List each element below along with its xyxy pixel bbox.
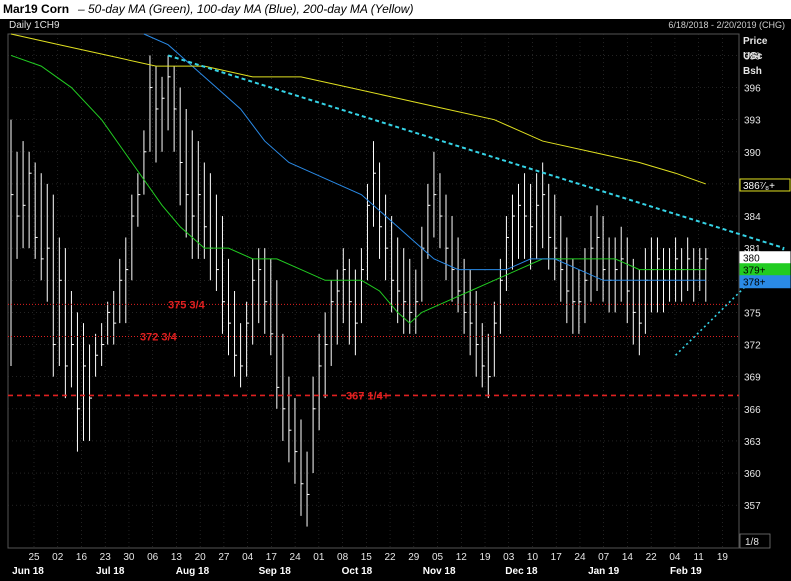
x-tick-label: 16 — [76, 552, 88, 563]
y-tick-label: 384 — [744, 212, 761, 223]
support-levels: 375 3/4 372 3/4 367 1/4+ — [8, 299, 739, 402]
x-tick-label: 27 — [218, 552, 230, 563]
x-tick-label: 30 — [123, 552, 135, 563]
x-tick-label: 10 — [527, 552, 539, 563]
x-month-label: Nov 18 — [423, 566, 456, 577]
x-tick-label: 11 — [693, 552, 704, 563]
ohlc-bars — [10, 55, 709, 527]
ma100-price-box — [739, 275, 791, 289]
x-tick-label: 01 — [313, 552, 325, 563]
x-tick-label: 04 — [242, 552, 254, 563]
x-tick-label: 06 — [147, 552, 159, 563]
chart-title: Mar19 Corn — [3, 2, 70, 16]
x-tick-label: 15 — [361, 552, 373, 563]
x-tick-label: 17 — [266, 552, 278, 563]
ma50-price-box-text: 379+ — [743, 266, 766, 277]
x-tick-label: 17 — [551, 552, 563, 563]
y-axis-title-part: Bsh — [743, 66, 762, 77]
x-tick-label: 08 — [337, 552, 349, 563]
x-tick-label: 07 — [598, 552, 610, 563]
x-month-label: Aug 18 — [176, 566, 210, 577]
grid — [7, 33, 740, 549]
y-axis-title-part: USc — [743, 51, 763, 62]
y-tick-label: 390 — [744, 148, 761, 159]
x-tick-label: 03 — [503, 552, 515, 563]
x-tick-label: 20 — [195, 552, 207, 563]
x-tick-label: 13 — [171, 552, 183, 563]
chart-background — [0, 19, 791, 581]
x-month-label: Oct 18 — [342, 566, 373, 577]
fraction-unit-label: 1/8 — [745, 537, 759, 548]
y-tick-label: 375 — [744, 308, 761, 319]
x-tick-label: 24 — [290, 552, 302, 563]
ma200-price-box-text: 386⁷⁄₈+ — [743, 181, 775, 192]
symbol-label: Daily 1CH9 — [9, 20, 60, 31]
plot-frame — [7, 33, 740, 549]
ma100-price-box-text: 378+ — [743, 278, 766, 289]
y-tick-label: 357 — [744, 501, 761, 512]
x-month-label: Jul 18 — [96, 566, 125, 577]
x-month-label: Sep 18 — [259, 566, 292, 577]
support-label: 367 1/4+ — [346, 390, 389, 402]
y-tick-label: 372 — [744, 341, 761, 352]
x-month-label: Dec 18 — [505, 566, 538, 577]
y-tick-label: 366 — [744, 405, 761, 416]
trendline — [675, 247, 785, 356]
ma200-price-box — [739, 178, 791, 192]
x-tick-label: 29 — [408, 552, 420, 563]
y-tick-label: 399 — [744, 51, 761, 62]
x-tick-label: 22 — [384, 552, 396, 563]
100-day-ma-line — [143, 33, 706, 281]
x-tick-label: 19 — [479, 552, 491, 563]
y-tick-label: 360 — [744, 469, 761, 480]
x-tick-label: 19 — [717, 552, 729, 563]
x-month-label: Jan 19 — [588, 566, 620, 577]
x-tick-label: 23 — [100, 552, 112, 563]
200-day-ma-line — [10, 33, 706, 185]
axes: 3573603633663693723753783813843873903933… — [12, 36, 791, 577]
y-tick-label: 393 — [744, 116, 761, 127]
x-tick-label: 02 — [52, 552, 64, 563]
fraction-unit-box — [739, 533, 771, 549]
trendline — [167, 54, 785, 250]
50-day-ma-line — [10, 54, 706, 324]
x-month-label: Jun 18 — [12, 566, 44, 577]
date-range-label: 6/18/2018 - 2/20/2019 (CHG) — [668, 20, 785, 30]
x-month-label: Feb 19 — [670, 566, 702, 577]
last-price-box-text: 380 — [743, 254, 760, 265]
y-tick-label: 381 — [744, 244, 761, 255]
x-tick-label: 25 — [28, 552, 40, 563]
support-label: 375 3/4 — [168, 299, 206, 311]
y-tick-label: 396 — [744, 84, 761, 95]
title-bar: Mar19 Corn – 50-day MA (Green), 100-day … — [0, 0, 791, 19]
x-tick-label: 24 — [574, 552, 586, 563]
x-tick-label: 12 — [456, 552, 468, 563]
moving-averages — [10, 33, 706, 324]
x-tick-label: 22 — [646, 552, 658, 563]
x-tick-label: 04 — [669, 552, 681, 563]
chart-subtitle: – 50-day MA (Green), 100-day MA (Blue), … — [78, 2, 414, 16]
x-tick-label: 05 — [432, 552, 444, 563]
x-tick-label: 14 — [622, 552, 634, 563]
y-tick-label: 363 — [744, 437, 761, 448]
trendlines — [167, 54, 785, 356]
y-axis-title-part: Price — [743, 36, 768, 47]
support-label: 372 3/4 — [140, 332, 178, 344]
y-tick-label: 369 — [744, 373, 761, 384]
